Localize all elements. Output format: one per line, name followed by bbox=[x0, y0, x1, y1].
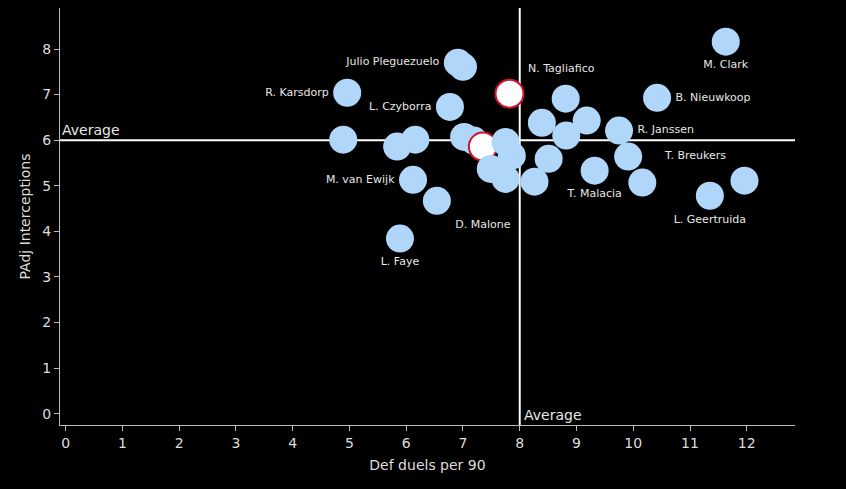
svg-text:M. van Ewijk: M. van Ewijk bbox=[326, 173, 395, 186]
svg-text:2: 2 bbox=[175, 435, 184, 451]
svg-text:3: 3 bbox=[42, 269, 51, 285]
svg-text:5: 5 bbox=[42, 178, 51, 194]
svg-text:12: 12 bbox=[738, 435, 756, 451]
svg-text:T. Malacia: T. Malacia bbox=[567, 187, 622, 200]
svg-text:0: 0 bbox=[42, 406, 51, 422]
svg-text:L. Faye: L. Faye bbox=[381, 255, 420, 268]
svg-text:3: 3 bbox=[231, 435, 240, 451]
svg-text:D. Malone: D. Malone bbox=[455, 218, 510, 231]
svg-text:11: 11 bbox=[681, 435, 699, 451]
svg-text:2: 2 bbox=[42, 314, 51, 330]
svg-text:Def duels per 90: Def duels per 90 bbox=[369, 457, 485, 473]
svg-text:Average: Average bbox=[62, 122, 120, 138]
svg-text:8: 8 bbox=[42, 41, 51, 57]
svg-text:10: 10 bbox=[624, 435, 642, 451]
svg-text:4: 4 bbox=[42, 223, 51, 239]
svg-text:9: 9 bbox=[572, 435, 581, 451]
svg-text:6: 6 bbox=[402, 435, 411, 451]
svg-text:8: 8 bbox=[515, 435, 524, 451]
svg-text:T. Breukers: T. Breukers bbox=[664, 149, 726, 162]
svg-text:L. Czyborra: L. Czyborra bbox=[369, 100, 431, 113]
svg-text:Average: Average bbox=[524, 407, 582, 423]
svg-text:1: 1 bbox=[118, 435, 127, 451]
svg-text:0: 0 bbox=[61, 435, 70, 451]
svg-text:R. Janssen: R. Janssen bbox=[638, 123, 694, 136]
svg-text:4: 4 bbox=[288, 435, 297, 451]
svg-text:5: 5 bbox=[345, 435, 354, 451]
svg-text:L. Geertruida: L. Geertruida bbox=[674, 213, 746, 226]
svg-text:7: 7 bbox=[42, 86, 51, 102]
svg-text:R. Karsdorp: R. Karsdorp bbox=[265, 86, 328, 99]
svg-text:7: 7 bbox=[459, 435, 468, 451]
svg-text:PAdj Interceptions: PAdj Interceptions bbox=[17, 154, 33, 280]
svg-text:6: 6 bbox=[42, 132, 51, 148]
svg-text:M. Clark: M. Clark bbox=[703, 58, 748, 71]
svg-text:N. Tagliafico: N. Tagliafico bbox=[528, 62, 595, 75]
svg-text:B. Nieuwkoop: B. Nieuwkoop bbox=[676, 91, 751, 104]
svg-text:Julio Pleguezuelo: Julio Pleguezuelo bbox=[345, 55, 439, 68]
svg-text:1: 1 bbox=[42, 360, 51, 376]
